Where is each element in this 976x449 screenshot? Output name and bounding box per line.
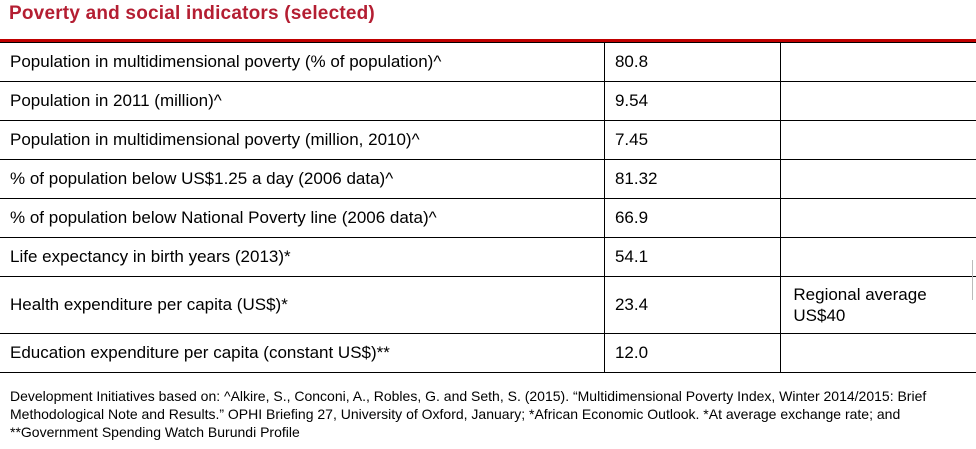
table-row: Population in 2011 (million)^ 9.54 [0,81,976,121]
row-note [780,198,976,238]
row-value: 7.45 [604,120,782,160]
row-label: Population in multidimensional poverty (… [0,120,605,160]
indicators-table: Population in multidimensional poverty (… [0,42,976,373]
row-label: Population in 2011 (million)^ [0,81,605,121]
table-row: Health expenditure per capita (US$)* 23.… [0,276,976,334]
title-bar: Poverty and social indicators (selected) [0,0,976,42]
table-row: % of population below US$1.25 a day (200… [0,159,976,199]
table-row: Population in multidimensional poverty (… [0,42,976,82]
edge-divider [972,260,973,300]
table-row: Education expenditure per capita (consta… [0,333,976,373]
row-note [780,159,976,199]
row-note [780,81,976,121]
row-value: 81.32 [604,159,782,199]
row-value: 66.9 [604,198,782,238]
row-label: % of population below National Poverty l… [0,198,605,238]
row-label: Education expenditure per capita (consta… [0,333,605,373]
row-note [780,333,976,373]
row-label: % of population below US$1.25 a day (200… [0,159,605,199]
page-title: Poverty and social indicators (selected) [9,3,375,24]
row-note [780,237,976,277]
row-value: 9.54 [604,81,782,121]
row-label: Life expectancy in birth years (2013)* [0,237,605,277]
row-value: 54.1 [604,237,782,277]
source-footnote: Development Initiatives based on: ^Alkir… [10,388,927,440]
row-value: 12.0 [604,333,782,373]
table-row: % of population below National Poverty l… [0,198,976,238]
row-note [780,120,976,160]
row-note [780,42,976,82]
table-row: Population in multidimensional poverty (… [0,120,976,160]
table-row: Life expectancy in birth years (2013)* 5… [0,237,976,277]
row-value: 80.8 [604,42,782,82]
row-label: Population in multidimensional poverty (… [0,42,605,82]
row-value: 23.4 [604,276,782,334]
row-label: Health expenditure per capita (US$)* [0,276,605,334]
row-note: Regional average US$40 [780,276,976,334]
